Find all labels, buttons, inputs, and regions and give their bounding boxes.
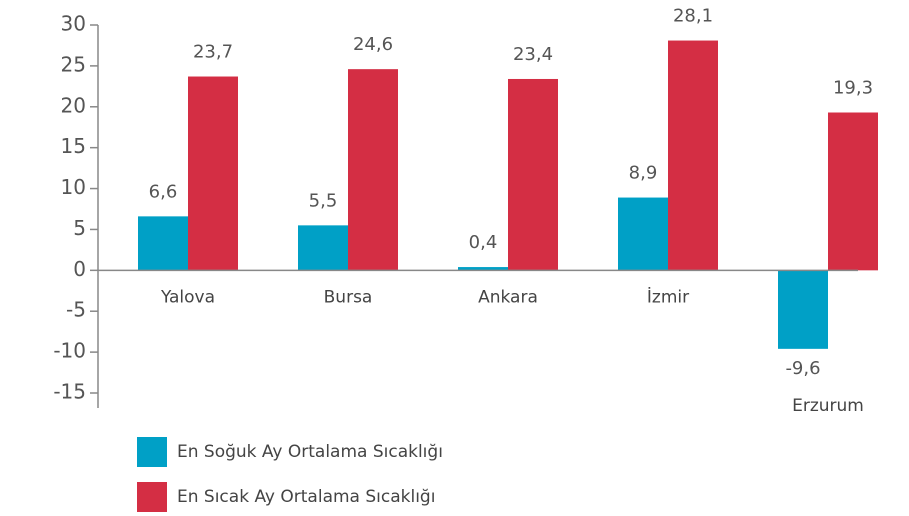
value-label: 8,9 — [629, 163, 658, 184]
x-tick-label: Ankara — [478, 287, 538, 307]
bar — [618, 197, 668, 271]
x-tick-label: İzmir — [647, 286, 689, 307]
bar — [778, 270, 828, 349]
y-tick-label: 25 — [61, 52, 86, 76]
value-label: 28,1 — [673, 6, 713, 27]
y-tick-label: 5 — [73, 216, 86, 240]
legend-label: En Sıcak Ay Ortalama Sıcaklığı — [177, 487, 435, 507]
bar — [458, 267, 508, 271]
value-label: 24,6 — [353, 34, 393, 55]
y-tick-label: -15 — [53, 380, 86, 404]
value-label: 23,7 — [193, 42, 233, 63]
value-label: 0,4 — [469, 232, 498, 253]
y-tick-label: -5 — [66, 298, 86, 322]
value-label: 23,4 — [513, 44, 553, 65]
value-label: 19,3 — [833, 78, 873, 99]
bar — [508, 78, 558, 271]
bar — [668, 40, 718, 271]
value-label: -9,6 — [785, 358, 820, 379]
x-tick-label: Yalova — [160, 287, 215, 307]
y-tick-label: 20 — [61, 93, 86, 117]
legend-swatch — [137, 437, 167, 467]
bar — [828, 112, 878, 271]
bar — [188, 76, 238, 271]
legend-swatch — [137, 482, 167, 512]
x-tick-label: Erzurum — [792, 396, 864, 416]
value-label: 6,6 — [149, 181, 178, 202]
y-tick-label: 15 — [61, 134, 86, 158]
bar — [348, 69, 398, 271]
bar — [298, 225, 348, 271]
y-tick-label: 0 — [73, 257, 86, 281]
x-tick-label: Bursa — [324, 287, 373, 307]
legend-label: En Soğuk Ay Ortalama Sıcaklığı — [177, 442, 443, 462]
bar — [138, 216, 188, 271]
y-tick-label: 10 — [61, 175, 86, 199]
y-tick-label: -10 — [53, 339, 86, 363]
y-tick-label: 30 — [61, 12, 86, 36]
value-label: 5,5 — [309, 190, 338, 211]
